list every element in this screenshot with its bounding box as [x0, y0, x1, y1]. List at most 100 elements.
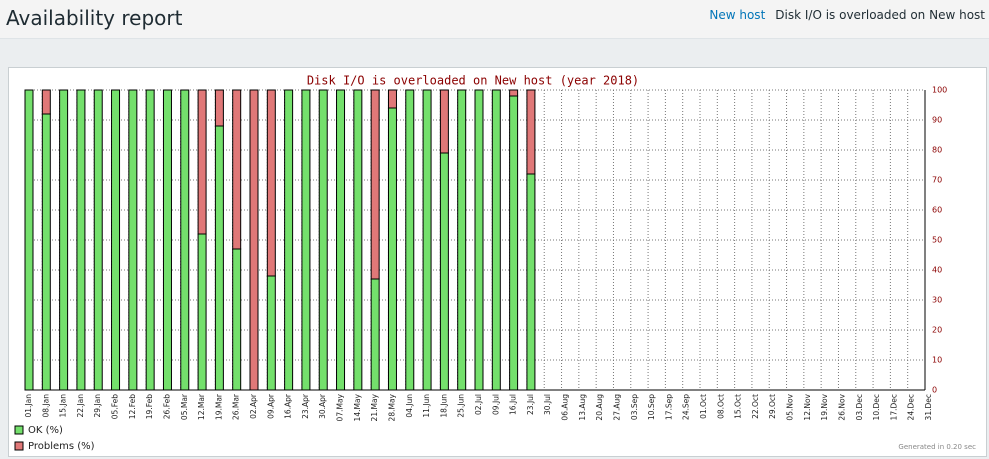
- x-tick-label: 24.Sep: [682, 394, 691, 420]
- x-tick-label: 30.Apr: [318, 393, 327, 419]
- x-tick-label: 18.Jun: [439, 394, 448, 418]
- x-tick-label: 07.May: [336, 393, 345, 421]
- x-tick-label: 10.Sep: [647, 394, 656, 420]
- x-tick-label: 05.Mar: [180, 393, 189, 420]
- bar-segment: [162, 89, 172, 391]
- x-tick-label: 05.Nov: [786, 393, 795, 420]
- x-tick-label: 05.Feb: [111, 394, 120, 419]
- y-tick-label: 100: [932, 86, 947, 95]
- x-tick-label: 03.Dec: [855, 394, 864, 420]
- bar-segment: [301, 89, 311, 391]
- x-tick-label: 26.Mar: [232, 393, 241, 420]
- bar-segment: [145, 89, 155, 391]
- y-tick-label: 30: [932, 296, 942, 305]
- x-tick-label: 31.Dec: [924, 394, 933, 420]
- page-title: Availability report: [6, 6, 183, 30]
- y-tick-label: 60: [932, 206, 942, 215]
- x-tick-label: 02.Apr: [249, 393, 258, 419]
- bar-segment: [232, 89, 242, 250]
- bar-segment: [526, 89, 536, 175]
- x-tick-label: 21.May: [370, 393, 379, 421]
- x-tick-label: 25.Jun: [457, 394, 466, 418]
- x-tick-label: 08.Oct: [716, 394, 725, 419]
- x-tick-label: 27.Aug: [612, 394, 621, 421]
- x-tick-label: 15.Oct: [734, 394, 743, 419]
- x-tick-label: 23.Jul: [526, 394, 535, 415]
- bar-segment: [439, 152, 449, 391]
- bar-segment: [249, 89, 259, 391]
- x-tick-label: 11.Jun: [422, 394, 431, 418]
- bar-segment: [387, 107, 397, 391]
- x-tick-label: 12.Nov: [803, 393, 812, 420]
- bar-segment: [318, 89, 328, 391]
- x-tick-label: 12.Mar: [197, 393, 206, 420]
- breadcrumbs: New host Disk I/O is overloaded on New ho…: [709, 8, 985, 22]
- x-tick-label: 29.Oct: [768, 394, 777, 419]
- bar-segment: [93, 89, 103, 391]
- x-tick-label: 29.Jan: [93, 394, 102, 418]
- x-tick-label: 26.Nov: [837, 393, 846, 420]
- bar-segment: [526, 173, 536, 391]
- x-tick-label: 30.Jul: [543, 394, 552, 415]
- x-tick-label: 06.Aug: [561, 394, 570, 421]
- legend-label: Problems (%): [28, 441, 95, 452]
- bar-segment: [41, 113, 51, 391]
- x-tick-label: 22.Jan: [76, 394, 85, 418]
- y-tick-label: 80: [932, 146, 942, 155]
- x-tick-label: 24.Dec: [907, 394, 916, 420]
- y-tick-label: 50: [932, 236, 942, 245]
- x-tick-label: 16.Apr: [284, 393, 293, 419]
- bar-segment: [128, 89, 138, 391]
- bar-segment: [353, 89, 363, 391]
- bar-segment: [24, 89, 34, 391]
- x-tick-label: 19.Feb: [145, 394, 154, 419]
- host-link[interactable]: New host: [709, 8, 766, 22]
- x-tick-label: 04.Jun: [405, 394, 414, 418]
- bar-segment: [370, 278, 380, 391]
- bar-segment: [387, 89, 397, 109]
- x-tick-label: 12.Feb: [128, 394, 137, 419]
- x-tick-label: 09.Jul: [491, 394, 500, 415]
- x-tick-label: 10.Dec: [872, 394, 881, 420]
- bar-segment: [491, 89, 501, 391]
- bar-segment: [266, 89, 276, 277]
- y-tick-label: 40: [932, 266, 942, 275]
- bar-segment: [405, 89, 415, 391]
- x-tick-label: 19.Nov: [820, 393, 829, 420]
- bar-segment: [370, 89, 380, 280]
- bar-segment: [214, 125, 224, 391]
- bar-segment: [76, 89, 86, 391]
- bar-segment: [214, 89, 224, 127]
- x-tick-label: 17.Dec: [889, 394, 898, 420]
- x-tick-label: 03.Sep: [630, 394, 639, 420]
- y-tick-label: 0: [932, 386, 937, 395]
- x-tick-label: 23.Apr: [301, 393, 310, 419]
- bar-segment: [180, 89, 190, 391]
- x-tick-label: 08.Jan: [41, 394, 50, 418]
- x-tick-label: 26.Feb: [162, 394, 171, 419]
- x-tick-label: 01.Oct: [699, 394, 708, 419]
- bar-segment: [509, 89, 519, 97]
- x-tick-label: 17.Sep: [664, 394, 673, 420]
- x-tick-label: 02.Jul: [474, 394, 483, 415]
- header: Availability report New host Disk I/O is …: [0, 0, 989, 39]
- x-tick-label: 22.Oct: [751, 394, 760, 419]
- bar-segment: [266, 275, 276, 391]
- bar-segment: [509, 95, 519, 391]
- x-tick-label: 09.Apr: [266, 393, 275, 419]
- x-tick-label: 13.Aug: [578, 394, 587, 421]
- bar-segment: [59, 89, 69, 391]
- y-tick-label: 70: [932, 176, 942, 185]
- x-tick-label: 19.Mar: [214, 393, 223, 420]
- bar-segment: [111, 89, 121, 391]
- legend-label: OK (%): [28, 425, 63, 436]
- x-tick-label: 16.Jul: [509, 394, 518, 415]
- bar-segment: [41, 89, 51, 115]
- legend-swatch: [14, 441, 24, 451]
- y-tick-label: 10: [932, 356, 942, 365]
- trigger-name: Disk I/O is overloaded on New host: [775, 8, 985, 22]
- generated-note: Generated in 0.20 sec: [898, 443, 976, 451]
- bar-segment: [232, 248, 242, 391]
- bar-segment: [336, 89, 346, 391]
